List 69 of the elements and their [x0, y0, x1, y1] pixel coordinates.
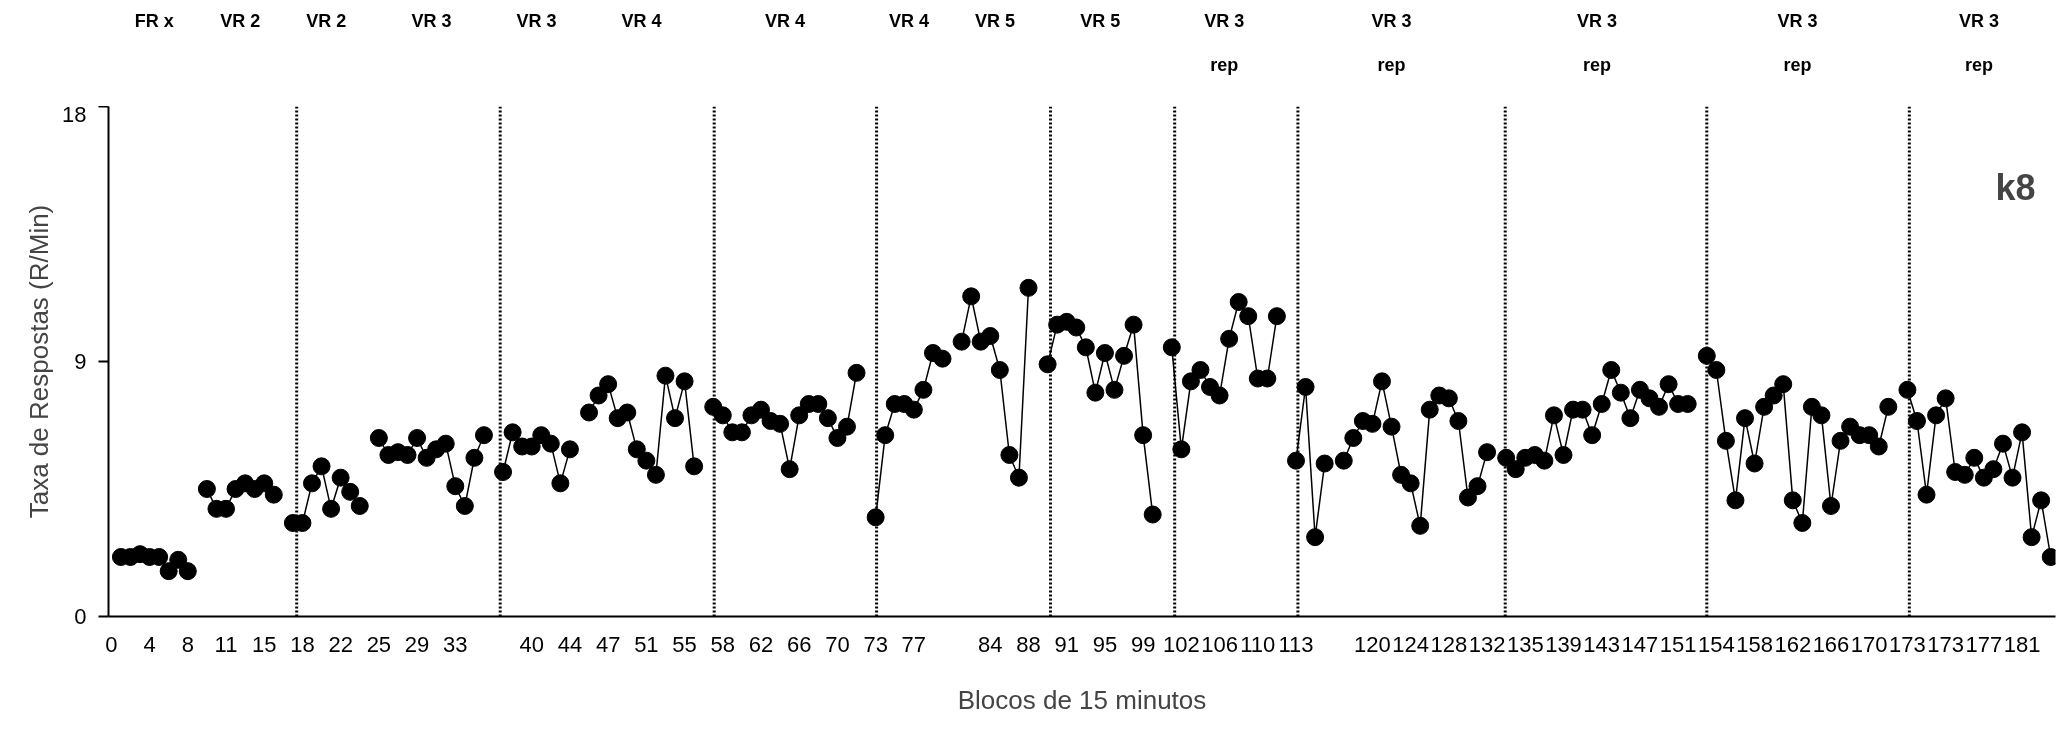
x-tick-label: 166: [1812, 631, 1850, 657]
text: VR 3: [411, 11, 452, 32]
x-tick-label: 8: [181, 631, 194, 657]
text: VR 3: [516, 11, 557, 32]
text: VR 2: [220, 11, 261, 32]
x-tick-label: 18: [290, 631, 315, 657]
x-tick-label: 22: [328, 631, 353, 657]
x-tick-label: 120: [1354, 631, 1391, 657]
x-tick-label: 95: [1092, 631, 1118, 657]
x-tick-label: 177: [1965, 631, 2003, 657]
text: VR 4: [889, 11, 930, 32]
x-tick-label: 173: [1889, 631, 1926, 657]
text: VR 3 rep: [1777, 11, 1818, 76]
y-tick-label: 9: [74, 349, 87, 374]
x-tick-label: 58: [710, 631, 736, 657]
x-tick-label: 55: [672, 631, 697, 657]
text: VR 4: [764, 11, 805, 32]
x-tick-label: 102: [1163, 631, 1200, 657]
x-tick-label: 147: [1621, 631, 1659, 657]
text: VR 3 rep: [1371, 11, 1412, 76]
x-tick-label: 158: [1736, 631, 1773, 657]
x-tick-label: 128: [1430, 631, 1468, 657]
x-tick-label: 25: [366, 631, 392, 657]
x-tick-label: 47: [595, 631, 621, 657]
x-axis-title: Blocos de 15 minutos: [957, 684, 1207, 715]
y-tick-label: 18: [62, 101, 87, 127]
text: VR 5: [975, 11, 1016, 32]
x-tick-label: 139: [1545, 631, 1582, 657]
text: VR 5: [1080, 11, 1121, 32]
y-tick-label: 0: [74, 604, 87, 629]
x-tick-label: 113: [1278, 631, 1314, 657]
x-tick-label: 135: [1506, 631, 1544, 657]
x-tick-label: 181: [2003, 631, 2041, 657]
x-tick-label: 44: [557, 631, 583, 657]
x-tick-label: 154: [1698, 631, 1735, 657]
x-tick-label: 4: [143, 631, 156, 657]
x-tick-label: 143: [1583, 631, 1621, 657]
x-tick-label: 88: [1016, 631, 1041, 657]
x-tick-label: 99: [1130, 631, 1156, 657]
x-tick-label: 124: [1392, 631, 1430, 657]
y-axis-title: Taxa de Respostas (R/Min): [24, 204, 55, 519]
x-tick-label: 33: [443, 631, 468, 657]
x-tick-label: 15: [251, 631, 277, 657]
x-tick-label: 0: [105, 631, 118, 657]
x-tick-label: 29: [404, 631, 430, 657]
x-tick-label: 62: [748, 631, 774, 657]
x-tick-label: 151: [1659, 631, 1697, 657]
text: FR x: [134, 11, 174, 32]
text: VR 3 rep: [1959, 11, 2000, 76]
x-tick-label: 73: [863, 631, 888, 657]
x-tick-label: 170: [1850, 631, 1888, 657]
x-tick-label: 77: [901, 631, 927, 657]
x-tick-label: 11: [214, 631, 238, 657]
x-tick-label: 110: [1240, 631, 1276, 657]
x-tick-label: 106: [1201, 631, 1238, 657]
text: VR 3 rep: [1204, 11, 1245, 76]
x-tick-label: 51: [634, 631, 659, 657]
x-tick-label: 70: [825, 631, 850, 657]
x-tick-label: 40: [519, 631, 544, 657]
x-tick-label: 132: [1468, 631, 1506, 657]
x-tick-label: 173: [1927, 631, 1964, 657]
x-tick-label: 84: [978, 631, 1003, 657]
text: VR 2: [306, 11, 347, 32]
text: VR 3 rep: [1576, 11, 1617, 76]
text: VR 4: [621, 11, 662, 32]
x-tick-label: 162: [1774, 631, 1812, 657]
text: k8: [1995, 166, 2036, 208]
x-tick-label: 91: [1054, 631, 1079, 657]
x-tick-label: 66: [786, 631, 812, 657]
